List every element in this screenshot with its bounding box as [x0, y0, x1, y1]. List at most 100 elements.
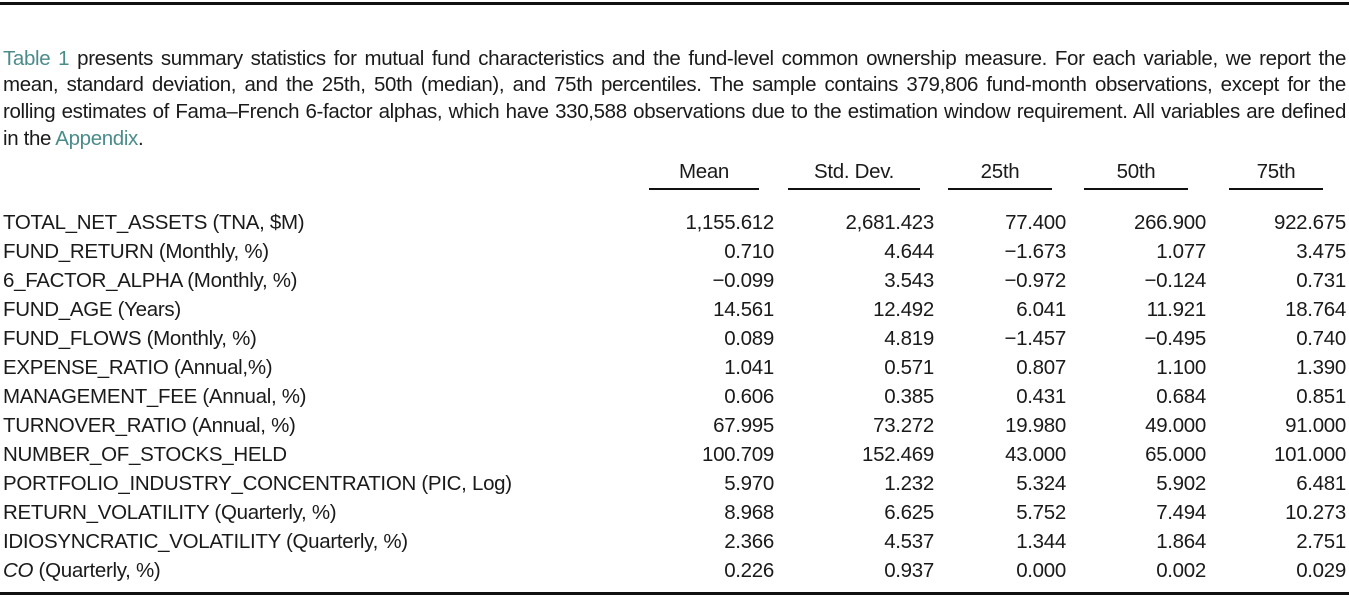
cell-mean: 0.710 — [724, 239, 774, 263]
table-row: NUMBER_OF_STOCKS_HELD 100.709 152.469 43.00… — [3, 440, 1346, 469]
row-label: MANAGEMENT_FEE (Annual, %) — [3, 382, 634, 411]
cell-p25: −1.673 — [1004, 239, 1067, 263]
intro-text-end: . — [137, 126, 144, 150]
row-label: RETURN_VOLATILITY (Quarterly, %) — [3, 498, 634, 527]
cell-p25: 77.400 — [1005, 210, 1066, 234]
variable-name: IDIOSYNCRATIC_VOLATILITY (Quarterly, %) — [3, 529, 408, 553]
cell-p25: 0.431 — [1016, 384, 1066, 408]
cell-p50: 1.864 — [1156, 529, 1206, 553]
variable-name: EXPENSE_RATIO (Annual,%) — [3, 355, 273, 379]
cell-p75: 10.273 — [1285, 500, 1346, 524]
cell-mean: 0.089 — [724, 326, 774, 350]
cell-mean: 67.995 — [713, 413, 774, 437]
table-row: 6_FACTOR_ALPHA (Monthly, %) −0.099 3.543 −0… — [3, 266, 1346, 295]
cell-p50: 1.077 — [1156, 239, 1206, 263]
top-rule — [0, 2, 1349, 5]
header-50th: 50th — [1066, 160, 1206, 194]
row-label: IDIOSYNCRATIC_VOLATILITY (Quarterly, %) — [3, 527, 634, 556]
cell-p50: −0.495 — [1144, 326, 1207, 350]
header-75th: 75th — [1206, 160, 1346, 194]
row-label: CO (Quarterly, %) — [3, 556, 634, 585]
cell-std: 0.385 — [884, 384, 934, 408]
header-25th: 25th — [934, 160, 1066, 194]
summary-statistics-table: Mean Std. Dev. 25th 50th 75th TOTAL_NET_… — [3, 160, 1346, 585]
header-std-dev: Std. Dev. — [774, 160, 934, 194]
header-variable — [3, 160, 634, 194]
cell-p25: −0.972 — [1004, 268, 1067, 292]
cell-p50: 1.100 — [1156, 355, 1206, 379]
cell-p25: 1.344 — [1016, 529, 1066, 553]
cell-p25: 5.324 — [1016, 471, 1066, 495]
table-1-link[interactable]: Table 1 — [3, 46, 70, 70]
cell-mean: 1,155.612 — [685, 210, 775, 234]
variable-name: FUND_FLOWS (Monthly, %) — [3, 326, 257, 350]
table-row: TURNOVER_RATIO (Annual, %) 67.995 73.272 19… — [3, 411, 1346, 440]
variable-name: (Quarterly, %) — [33, 558, 161, 582]
row-label: TURNOVER_RATIO (Annual, %) — [3, 411, 634, 440]
bottom-rule — [0, 592, 1349, 595]
row-label: 6_FACTOR_ALPHA (Monthly, %) — [3, 266, 634, 295]
row-label: NUMBER_OF_STOCKS_HELD — [3, 440, 634, 469]
table-row: TOTAL_NET_ASSETS (TNA, $M) 1,155.612 2,681… — [3, 208, 1346, 237]
table-row: IDIOSYNCRATIC_VOLATILITY (Quarterly, %) 2… — [3, 527, 1346, 556]
table-row: CO (Quarterly, %) 0.226 0.937 0.000 0.002 0.0… — [3, 556, 1346, 585]
cell-p75: 0.731 — [1296, 268, 1346, 292]
cell-p50: 11.921 — [1146, 297, 1207, 321]
cell-std: 4.819 — [884, 326, 934, 350]
cell-p50: 5.902 — [1156, 471, 1206, 495]
cell-p75: 922.675 — [1273, 210, 1346, 234]
table-row: PORTFOLIO_INDUSTRY_CONCENTRATION (PIC, L… — [3, 469, 1346, 498]
cell-p50: 49.000 — [1145, 413, 1206, 437]
table-row: FUND_AGE (Years) 14.561 12.492 6.041 11.921 1… — [3, 295, 1346, 324]
table-row: FUND_FLOWS (Monthly, %) 0.089 4.819 −1.457 −… — [3, 324, 1346, 353]
table-spacer — [3, 194, 1346, 208]
cell-std: 1.232 — [884, 471, 934, 495]
row-label: PORTFOLIO_INDUSTRY_CONCENTRATION (PIC, L… — [3, 469, 634, 498]
cell-std: 0.937 — [884, 558, 934, 582]
cell-p25: 43.000 — [1005, 442, 1066, 466]
cell-p50: −0.124 — [1144, 268, 1207, 292]
cell-p50: 65.000 — [1145, 442, 1206, 466]
cell-mean: 5.970 — [724, 471, 774, 495]
header-mean: Mean — [634, 160, 774, 194]
table-row: FUND_RETURN (Monthly, %) 0.710 4.644 −1.673… — [3, 237, 1346, 266]
cell-mean: 100.709 — [701, 442, 774, 466]
cell-p50: 266.900 — [1133, 210, 1206, 234]
variable-name: NUMBER_OF_STOCKS_HELD — [3, 442, 287, 466]
variable-name: TOTAL_NET_ASSETS (TNA, $M) — [3, 210, 305, 234]
cell-std: 0.571 — [884, 355, 934, 379]
cell-p25: 0.000 — [1016, 558, 1066, 582]
appendix-link[interactable]: Appendix — [55, 126, 138, 150]
variable-name: TURNOVER_RATIO (Annual, %) — [3, 413, 296, 437]
row-label: EXPENSE_RATIO (Annual,%) — [3, 353, 634, 382]
table-header-row: Mean Std. Dev. 25th 50th 75th — [3, 160, 1346, 194]
cell-p75: 0.740 — [1296, 326, 1346, 350]
variable-name: MANAGEMENT_FEE (Annual, %) — [3, 384, 307, 408]
cell-std: 6.625 — [884, 500, 934, 524]
cell-mean: 8.968 — [724, 500, 774, 524]
cell-p75: 101.000 — [1273, 442, 1346, 466]
variable-name: RETURN_VOLATILITY (Quarterly, %) — [3, 500, 337, 524]
row-label: FUND_RETURN (Monthly, %) — [3, 237, 634, 266]
cell-p75: 0.851 — [1296, 384, 1346, 408]
table-row: RETURN_VOLATILITY (Quarterly, %) 8.968 6.6… — [3, 498, 1346, 527]
variable-name: FUND_RETURN (Monthly, %) — [3, 239, 269, 263]
cell-std: 3.543 — [884, 268, 934, 292]
cell-p75: 1.390 — [1296, 355, 1346, 379]
cell-mean: −0.099 — [712, 268, 775, 292]
variable-symbol: CO — [3, 558, 34, 582]
table-row: MANAGEMENT_FEE (Annual, %) 0.606 0.385 0.43… — [3, 382, 1346, 411]
cell-p25: 19.980 — [1005, 413, 1066, 437]
variable-name: 6_FACTOR_ALPHA (Monthly, %) — [3, 268, 298, 292]
cell-std: 152.469 — [861, 442, 934, 466]
cell-p25: 6.041 — [1016, 297, 1066, 321]
cell-p75: 0.029 — [1296, 558, 1346, 582]
cell-p50: 7.494 — [1156, 500, 1206, 524]
cell-p50: 0.002 — [1156, 558, 1206, 582]
cell-p75: 2.751 — [1296, 529, 1346, 553]
cell-p25: 5.752 — [1016, 500, 1066, 524]
cell-mean: 0.606 — [724, 384, 774, 408]
row-label: FUND_FLOWS (Monthly, %) — [3, 324, 634, 353]
cell-std: 4.537 — [884, 529, 934, 553]
cell-p75: 18.764 — [1285, 297, 1346, 321]
